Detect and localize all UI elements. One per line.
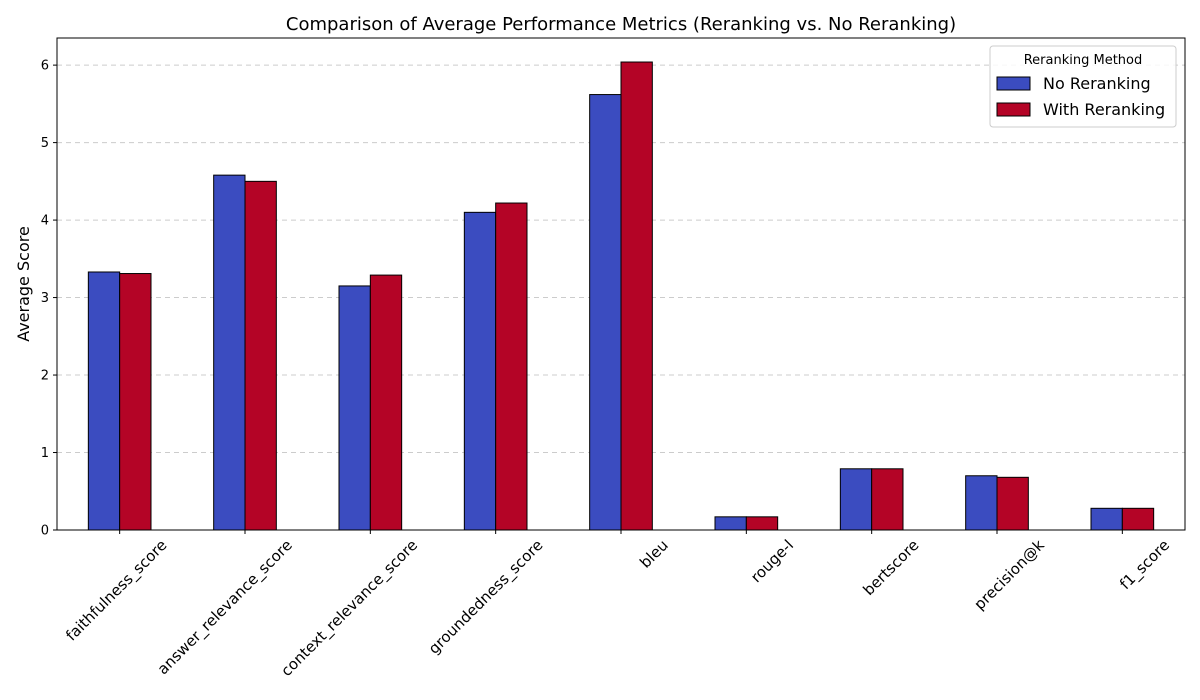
bar-no-reranking (463, 211, 497, 531)
x-tick-label: bertscore (859, 536, 922, 599)
bar-with-reranking (620, 61, 653, 531)
legend-label: With Reranking (1043, 100, 1165, 119)
bar-with-reranking (119, 273, 152, 531)
legend-swatch (996, 102, 1031, 117)
bar-with-reranking (996, 476, 1029, 531)
legend-box (989, 45, 1177, 128)
y-tick-label: 0 (41, 524, 49, 539)
bar-with-reranking (1121, 507, 1155, 531)
y-tick-label: 3 (41, 291, 49, 306)
bar-with-reranking (745, 516, 779, 531)
legend-title: Reranking Method (1024, 53, 1143, 68)
y-axis-label: Average Score (14, 226, 33, 342)
x-tick-label: answer_relevance_score (154, 536, 297, 679)
y-tick-label: 2 (41, 369, 49, 384)
bar-with-reranking (871, 468, 904, 531)
x-tick-label: f1_score (1116, 536, 1174, 594)
bar-no-reranking (213, 174, 246, 531)
bar-with-reranking (244, 180, 277, 531)
bar-no-reranking (1090, 507, 1123, 531)
x-tick-label: groundedness_score (425, 536, 547, 658)
bar-no-reranking (338, 285, 371, 531)
y-tick-label: 6 (41, 59, 49, 74)
legend: Reranking Method No Reranking With Rerank… (989, 45, 1177, 128)
x-tick-label: precision@k (970, 536, 1048, 614)
x-tick-label: rouge-l (747, 536, 797, 586)
bar-no-reranking (589, 94, 622, 531)
chart-title: Comparison of Average Performance Metric… (286, 14, 956, 35)
bar-with-reranking (495, 202, 528, 531)
y-tick-label: 5 (41, 136, 49, 151)
x-tick-label: faithfulness_score (62, 536, 171, 645)
x-tick-label: bleu (636, 536, 672, 572)
x-axis-ticks: faithfulness_scoreanswer_relevance_score… (62, 530, 1174, 681)
bar-no-reranking (714, 516, 747, 531)
bar-no-reranking (87, 271, 121, 531)
x-tick-label: context_relevance_score (277, 536, 422, 681)
legend-items: No Reranking With Reranking (996, 74, 1165, 119)
y-tick-label: 1 (41, 446, 49, 461)
legend-label: No Reranking (1043, 74, 1151, 93)
bars (87, 61, 1155, 531)
bar-with-reranking (369, 274, 403, 531)
bar-no-reranking (839, 468, 873, 531)
y-tick-label: 4 (41, 214, 49, 229)
y-axis-ticks: 0 1 2 3 4 5 6 (41, 59, 57, 539)
bar-no-reranking (965, 475, 998, 531)
legend-swatch (996, 76, 1031, 91)
